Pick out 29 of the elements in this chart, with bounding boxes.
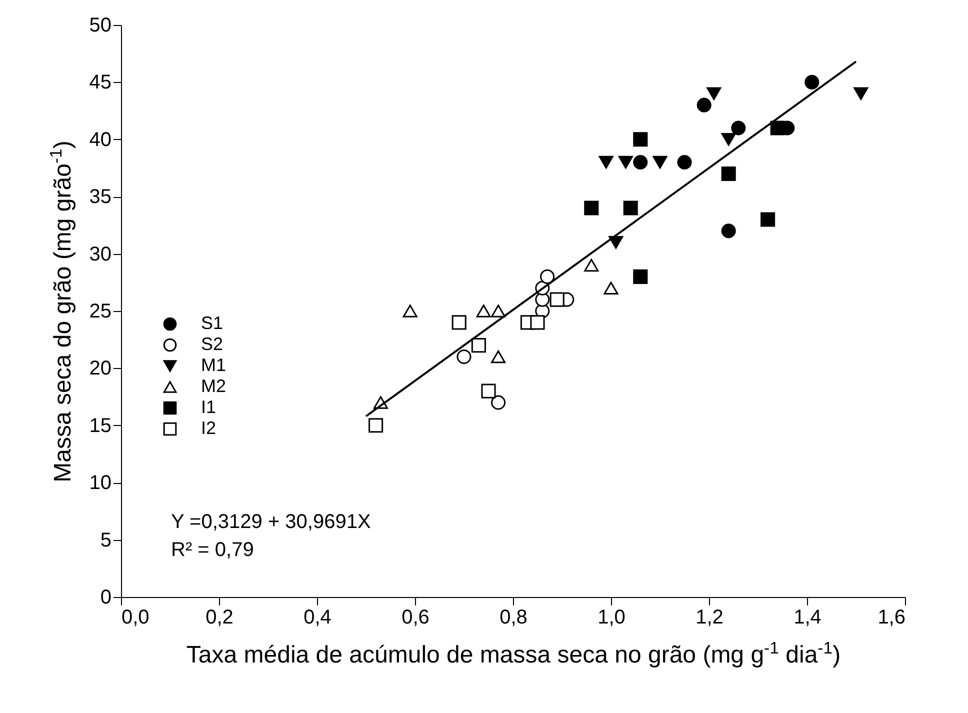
- legend-label: S2: [201, 334, 224, 354]
- x-tick-label: 1,0: [598, 606, 626, 628]
- x-tick-label: 0,0: [122, 606, 150, 628]
- x-tick-label: 1,4: [794, 606, 822, 628]
- y-tick-label: 40: [89, 128, 112, 151]
- y-tick-label: 10: [89, 472, 112, 494]
- x-tick-label: 0,6: [402, 606, 430, 628]
- y-tick-label: 50: [89, 14, 112, 36]
- y-tick-label: 30: [89, 243, 112, 266]
- x-tick-label: 1,2: [696, 606, 724, 628]
- x-axis-title: Taxa média de acúmulo de massa seca no grão (mg g$^{-1}$ dia$^{-1}$): [186, 638, 841, 668]
- annotation: R² = 0,79: [171, 539, 254, 561]
- y-tick-label: 15: [89, 414, 112, 437]
- x-tick-label: 0,8: [500, 606, 528, 628]
- legend-label: S1: [201, 313, 224, 333]
- legend-label: M2: [201, 376, 226, 396]
- x-tick-label: 0,4: [304, 606, 332, 628]
- legend-label: I1: [201, 397, 216, 417]
- legend-label: M1: [201, 355, 226, 375]
- annotation: Y =0,3129 + 30,9691X: [171, 511, 371, 533]
- y-tick-label: 20: [89, 358, 112, 380]
- x-tick-label: 0,2: [206, 606, 234, 628]
- y-tick-label: 25: [89, 300, 112, 322]
- x-tick-label: 1,6: [878, 606, 906, 628]
- y-tick-label: 45: [89, 72, 112, 94]
- y-tick-label: 0: [100, 586, 112, 608]
- y-tick-label: 35: [89, 186, 112, 208]
- y-tick-label: 5: [100, 529, 112, 552]
- legend-label: I2: [201, 418, 216, 438]
